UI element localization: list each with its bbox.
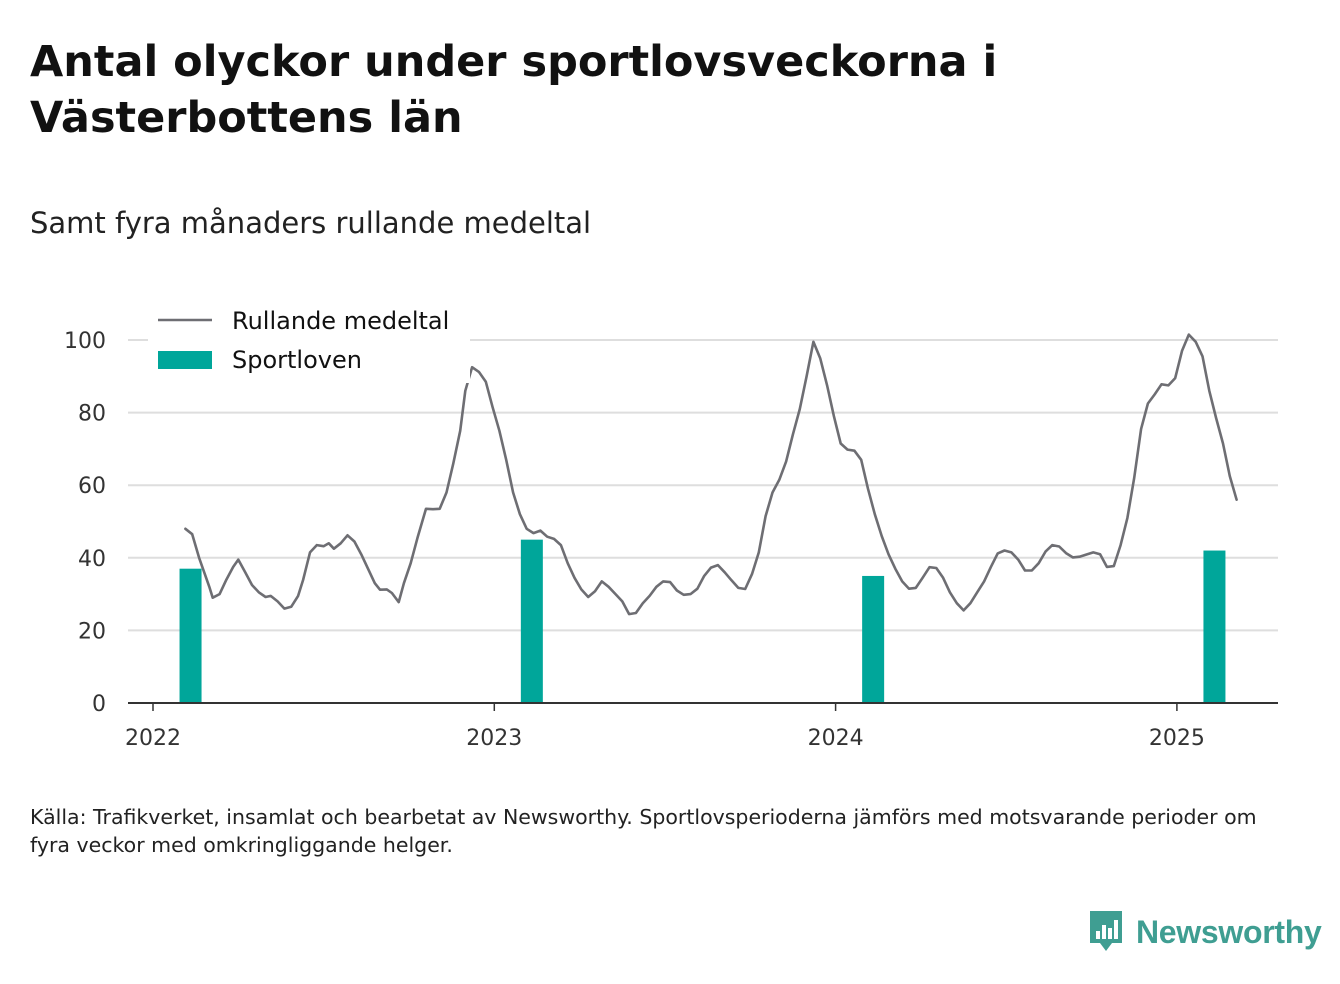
bar-series-sportloven xyxy=(179,539,1226,703)
y-tick-label-40: 40 xyxy=(78,547,106,572)
y-tick-label-60: 60 xyxy=(78,474,106,499)
chart-area: 0 20 40 60 80 100 2022 2023 2024 2025 Rullande m… xyxy=(64,290,1278,751)
bar-sportloven-4 xyxy=(1203,550,1226,703)
source-footnote: Källa: Trafikverket, insamlat och bearbe… xyxy=(30,805,1257,857)
chart-subtitle: Samt fyra månaders rullande medeltal xyxy=(30,206,592,240)
legend-bar-swatch xyxy=(158,351,212,369)
chart-title: Antal olyckor under sportlovsveckorna i … xyxy=(30,37,998,143)
bar-sportloven-3 xyxy=(862,575,885,703)
x-axis-ticks: 2022 2023 2024 2025 xyxy=(125,703,1205,751)
newsworthy-logo: Newsworthy xyxy=(1088,909,1322,955)
line-rullande-medeltal xyxy=(184,333,1238,616)
newsworthy-logo-icon xyxy=(1090,911,1122,951)
legend-label-sportloven: Sportloven xyxy=(232,346,362,374)
y-tick-label-80: 80 xyxy=(78,402,106,427)
x-tick-label-2024: 2024 xyxy=(808,726,864,751)
y-axis-ticks: 0 20 40 60 80 100 xyxy=(64,329,106,717)
x-tick-label-2025: 2025 xyxy=(1149,726,1205,751)
y-tick-label-0: 0 xyxy=(92,692,106,717)
newsworthy-logo-text: Newsworthy xyxy=(1136,913,1322,950)
legend: Rullande medeltal Sportloven xyxy=(148,290,470,383)
legend-label-rullande-medeltal: Rullande medeltal xyxy=(232,307,449,335)
y-tick-label-20: 20 xyxy=(78,619,106,644)
bar-sportloven-1 xyxy=(179,568,202,703)
x-tick-label-2023: 2023 xyxy=(466,726,522,751)
bar-sportloven-2 xyxy=(520,539,543,703)
x-tick-label-2022: 2022 xyxy=(125,726,181,751)
y-tick-label-100: 100 xyxy=(64,329,106,354)
line-series-rullande-medeltal xyxy=(184,333,1238,616)
